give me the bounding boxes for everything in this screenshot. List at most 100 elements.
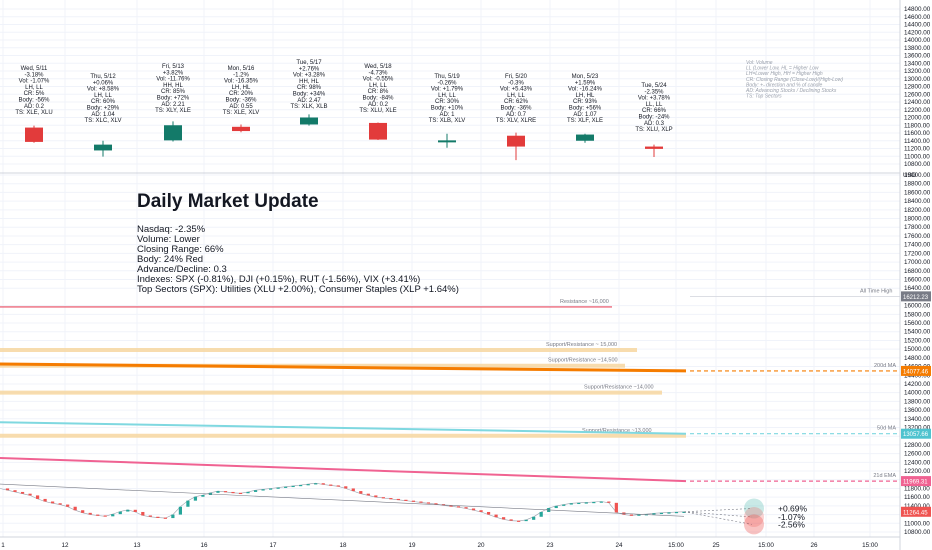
- mini-candle: [359, 491, 363, 494]
- candle-annotation: HH, HL: [163, 83, 183, 89]
- y-tick-label: 12800.00: [904, 442, 931, 449]
- last-price-tag-bg: [901, 506, 931, 517]
- mini-candle: [20, 491, 25, 494]
- y-tick-label: 16800.00: [904, 268, 931, 275]
- ma-label: 21d EMA: [873, 473, 896, 479]
- candle-body: [438, 140, 456, 143]
- candle-annotation: -0.26%: [437, 80, 457, 86]
- projection-label: +0.69%: [778, 503, 808, 513]
- mini-candle: [96, 514, 100, 516]
- mini-candle: [81, 510, 85, 513]
- ma50-price-tag: 13057.66: [903, 432, 929, 438]
- mini-candle: [238, 492, 243, 495]
- y-tick-label: 11400.00: [904, 503, 930, 510]
- mini-candle: [562, 504, 566, 506]
- price-axis-top[interactable]: 14800.0014600.0014400.0014200.0014000.00…: [904, 6, 931, 168]
- candle-annotation: +3.82%: [163, 70, 184, 76]
- ma200-price-tag-bg: [901, 365, 931, 376]
- mini-candle: [133, 509, 137, 512]
- update-line: Body: 24% Red: [137, 254, 203, 265]
- candle-annotation: +0.06%: [93, 80, 114, 86]
- mini-candle: [494, 514, 498, 518]
- level-label: Support/Resistance ~14,000: [584, 385, 654, 391]
- mini-candle: [216, 491, 220, 493]
- y-tick-label: 18600.00: [904, 189, 931, 196]
- mini-candle: [103, 515, 107, 517]
- ma-line: [0, 456, 687, 483]
- update-line: Advance/Decline: 0.3: [137, 264, 227, 275]
- ema21-price-tag: 11969.31: [903, 480, 928, 486]
- y-tick-label: 13400.00: [904, 416, 931, 423]
- mini-candle: [171, 514, 175, 519]
- mini-candle: [374, 495, 378, 498]
- ma50-price-tag-bg: [901, 428, 931, 439]
- candle-annotation: Mon, 5/23: [572, 74, 599, 80]
- candle-annotation: LH, LL: [94, 93, 112, 99]
- candle-annotation: Body: +56%: [569, 106, 602, 112]
- ma-label: 200d MA: [874, 363, 896, 369]
- projection-line: [683, 511, 753, 518]
- y-tick-label: 11800.00: [904, 485, 930, 492]
- y-tick-label: 12800.00: [904, 84, 931, 91]
- candle-annotation: TS: XLU, XLE: [359, 108, 396, 114]
- mini-candle: [336, 485, 340, 487]
- x-tick-label: 13: [133, 542, 141, 549]
- candle-annotation: Vol: -1.07%: [19, 79, 50, 85]
- mini-candle: [231, 491, 235, 494]
- candle-annotation: TS: XLK, XLB: [290, 104, 327, 110]
- mini-candle: [456, 506, 461, 508]
- y-tick-label: 13600.00: [904, 53, 931, 60]
- candle-annotation: Body: +72%: [157, 96, 190, 102]
- mini-candle: [569, 503, 573, 505]
- y-tick-label: 13600.00: [904, 407, 931, 414]
- candle-annotation: TS: XLV, XLRE: [496, 118, 536, 124]
- mini-candle: [524, 519, 528, 522]
- time-axis[interactable]: 1 12 13 16 17 18 19 20 23 24 15:00 25 15:00 26 15:00: [1, 542, 878, 549]
- y-tick-label: 11600.00: [904, 130, 930, 137]
- candle-annotation: Vol: -0.55%: [363, 77, 394, 83]
- y-tick-label: 11000.00: [904, 153, 930, 160]
- price-levels: All Time High Resistance ~16,000 Support/R…: [0, 288, 900, 438]
- mini-candle: [88, 512, 92, 515]
- mini-candle: [584, 502, 588, 504]
- candle-annotation: Body: -56%: [18, 98, 50, 104]
- trend-line: [0, 483, 685, 517]
- y-tick-label: 14800.00: [904, 6, 931, 13]
- candle-annotation: HH, HL: [299, 79, 319, 85]
- x-tick-label: 1: [1, 542, 5, 549]
- y-tick-label: 13200.00: [904, 425, 931, 432]
- candle-annotation: Body: -36%: [500, 106, 532, 112]
- y-tick-label: 17600.00: [904, 233, 931, 240]
- x-tick-label: 17: [269, 542, 277, 549]
- candle-annotation: AD: 0.7: [506, 112, 527, 118]
- mini-candle: [464, 507, 468, 509]
- mini-candle: [186, 500, 190, 507]
- update-line: Nasdaq: -2.35%: [137, 224, 206, 235]
- y-tick-label: 19000.00: [904, 172, 931, 179]
- mini-candle: [314, 483, 318, 485]
- level-label: Support/Resistance ~14,500: [548, 358, 618, 364]
- y-tick-label: 13800.00: [904, 45, 931, 52]
- candle-annotation: CR: 5%: [24, 91, 45, 97]
- y-tick-label: 18800.00: [904, 181, 931, 188]
- candle-annotation: Vol: +5.43%: [500, 87, 533, 93]
- mini-candle: [539, 511, 543, 517]
- grid-lines: [0, 0, 900, 537]
- update-line: Volume: Lower: [137, 234, 200, 245]
- y-tick-label: 15600.00: [904, 320, 931, 327]
- candle-annotation: Vol: +1.79%: [431, 87, 464, 93]
- candle-annotation: Thu, 5/19: [434, 74, 460, 80]
- mini-candle: [299, 484, 303, 487]
- ath-price-tag: 16212.23: [903, 295, 929, 301]
- y-tick-label: 16400.00: [904, 285, 931, 292]
- mini-candle: [5, 488, 10, 491]
- legend-key-line: AD: Advancing Stocks / Declining Stocks: [745, 88, 837, 94]
- level-label: Support/Resistance ~ 15,000: [546, 342, 617, 348]
- y-tick-label: 13400.00: [904, 60, 931, 67]
